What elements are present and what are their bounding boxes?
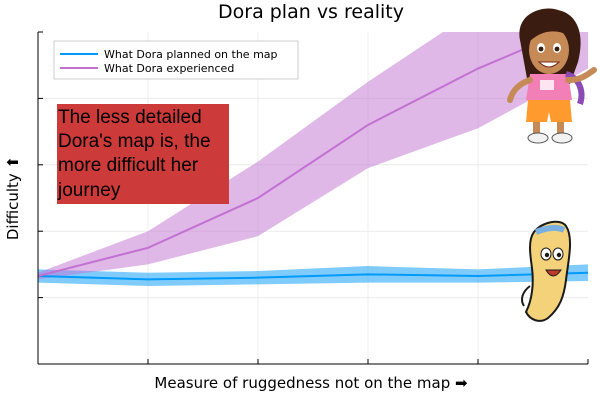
annotation: The less detailed Dora's map is, the mor… — [57, 104, 229, 204]
line-series-0 — [38, 271, 588, 281]
band-series-1 — [38, 32, 588, 280]
annotation-line-2: Dora's map is, the — [58, 131, 211, 152]
chart-title: Dora plan vs reality — [218, 1, 404, 23]
annotation-line-1: The less detailed — [58, 107, 202, 128]
series-lines — [38, 32, 588, 281]
legend: What Dora planned on the map What Dora e… — [53, 40, 299, 80]
legend-label-experienced: What Dora experienced — [104, 62, 234, 75]
legend-box — [53, 40, 299, 80]
dora-character-icon — [507, 8, 597, 144]
line-series-1 — [38, 32, 567, 277]
legend-label-planned: What Dora planned on the map — [104, 48, 278, 61]
x-axis-label: Measure of ruggedness not on the map ➡ — [154, 374, 468, 392]
annotation-line-4: journey — [57, 180, 121, 201]
axes — [37, 31, 589, 365]
annotation-line-3: more difficult her — [58, 155, 199, 176]
map-character-icon — [521, 220, 572, 322]
annotation-box — [57, 104, 229, 204]
y-axis-label: Difficulty ⬆ — [4, 156, 22, 240]
